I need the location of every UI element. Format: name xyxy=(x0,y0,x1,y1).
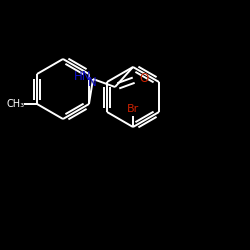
Text: CH₃: CH₃ xyxy=(7,99,25,109)
Text: O: O xyxy=(140,72,148,86)
Text: Br: Br xyxy=(127,104,139,114)
Text: N: N xyxy=(88,76,96,88)
Text: HN: HN xyxy=(74,70,92,84)
